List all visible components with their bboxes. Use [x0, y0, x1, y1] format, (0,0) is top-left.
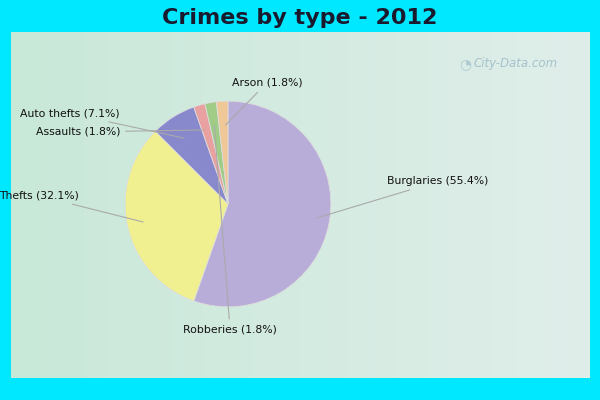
- Text: Arson (1.8%): Arson (1.8%): [226, 78, 302, 125]
- Text: ◔: ◔: [459, 57, 471, 71]
- Text: City-Data.com: City-Data.com: [474, 58, 558, 70]
- Text: Auto thefts (7.1%): Auto thefts (7.1%): [20, 108, 184, 138]
- Text: Burglaries (55.4%): Burglaries (55.4%): [317, 176, 489, 218]
- Wedge shape: [125, 131, 228, 301]
- Wedge shape: [194, 101, 331, 307]
- Wedge shape: [217, 101, 228, 204]
- Wedge shape: [205, 102, 228, 204]
- Text: Robberies (1.8%): Robberies (1.8%): [183, 126, 277, 334]
- Text: Assaults (1.8%): Assaults (1.8%): [35, 127, 203, 137]
- Wedge shape: [194, 104, 228, 204]
- Text: Crimes by type - 2012: Crimes by type - 2012: [163, 8, 437, 28]
- Wedge shape: [155, 107, 228, 204]
- Text: Thefts (32.1%): Thefts (32.1%): [0, 191, 143, 222]
